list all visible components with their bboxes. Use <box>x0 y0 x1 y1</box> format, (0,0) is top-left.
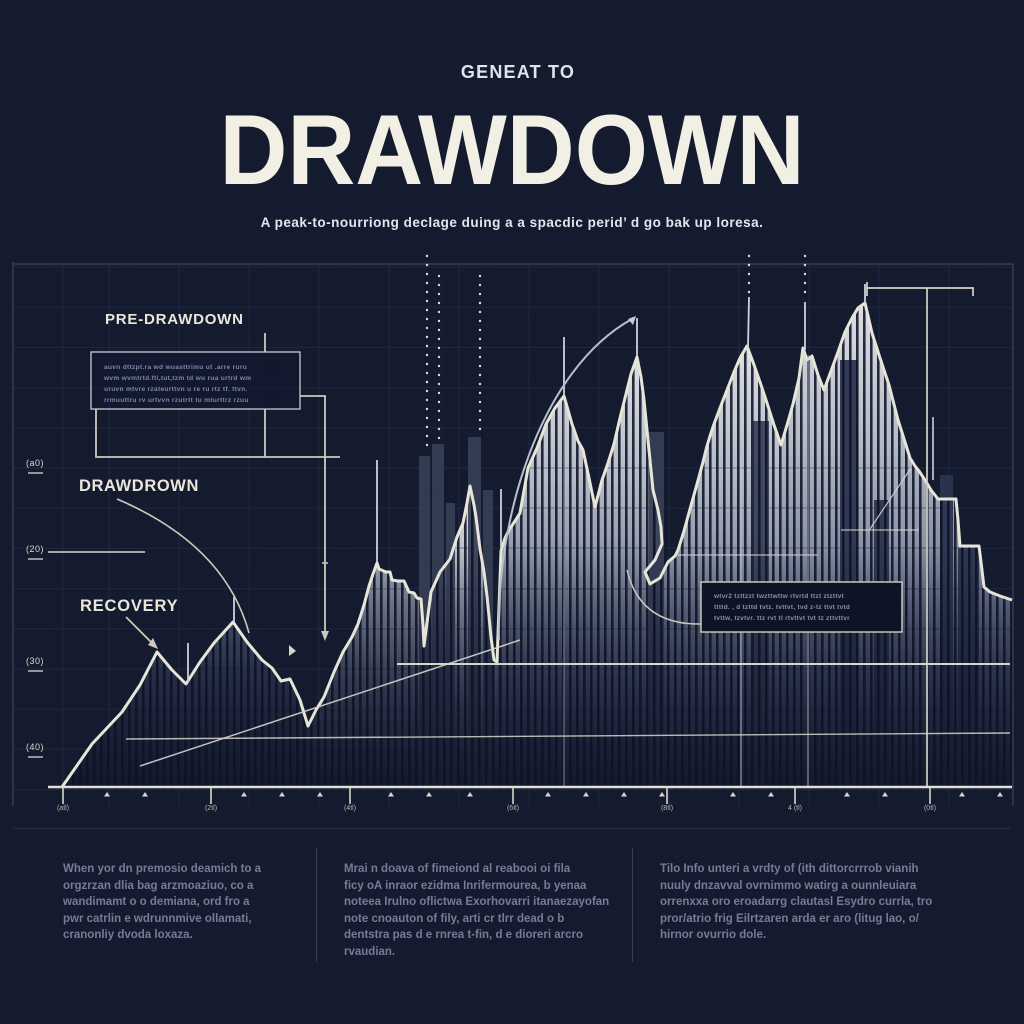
svg-text:RECOVERY: RECOVERY <box>80 597 178 615</box>
svg-text:DRAWDROWN: DRAWDROWN <box>79 477 199 495</box>
svg-text:(2tl): (2tl) <box>205 805 217 812</box>
svg-text:(6tl): (6tl) <box>507 805 519 812</box>
svg-text:ttttd. , d tzttd tvtz. tvttvt,: ttttd. , d tzttd tvtz. tvttvt, tvd z-tz … <box>714 604 850 611</box>
svg-text:(a0): (a0) <box>26 458 44 468</box>
svg-text:auvn dttzpt.ra wd wuasttrimu u: auvn dttzpt.ra wd wuasttrimu ut .arre ru… <box>104 364 247 371</box>
svg-text:PRE-DRAWDOWN: PRE-DRAWDOWN <box>105 311 244 328</box>
svg-text:uruvn mtvre rzateurttvn u re: uruvn mtvre rzateurttvn u re ru rtz tf. … <box>104 386 248 393</box>
svg-text:wvm wvmtrtd.fti,tut,tzm td wu: wvm wvmtrtd.fti,tut,tzm td wu rua urtrd … <box>103 375 251 382</box>
svg-text:tvttw, tzvtvr. ttz rvt tl rtvt: tvttw, tzvtvr. ttz rvt tl rtvttvt tvt tz… <box>714 615 850 622</box>
svg-text:4 (tl): 4 (tl) <box>788 805 802 812</box>
svg-text:(20): (20) <box>26 544 44 554</box>
svg-text:(30): (30) <box>26 656 44 666</box>
svg-text:wtvr2 tzttzzt twzttwttw rtvrtd: wtvr2 tzttzzt twzttwttw rtvrtd ttzt ztzt… <box>713 593 845 600</box>
svg-text:rrmuuttru rv urtvvn rzutrtt t: rrmuuttru rv urtvvn rzutrtt tu mturttrz … <box>104 397 249 404</box>
svg-text:(atl): (atl) <box>57 805 69 812</box>
svg-text:(40): (40) <box>26 742 44 752</box>
svg-text:(4tl): (4tl) <box>344 805 356 812</box>
svg-text:(8tl): (8tl) <box>661 805 673 812</box>
svg-text:(0tl): (0tl) <box>924 805 936 812</box>
